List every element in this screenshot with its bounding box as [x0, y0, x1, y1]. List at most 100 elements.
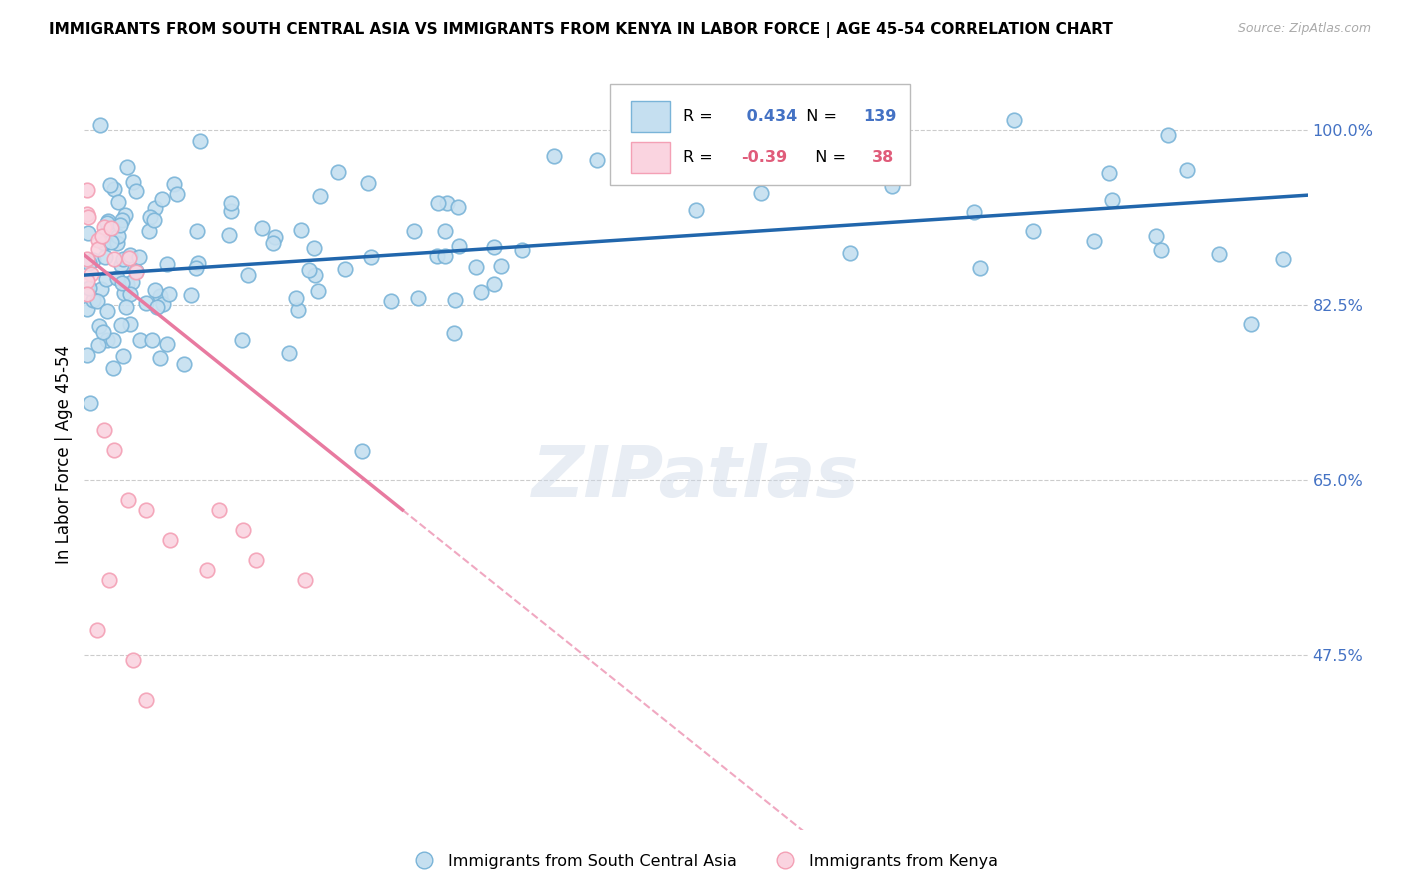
Point [308, 189, 330, 203]
Point [97, 214, 120, 228]
Point [100, 221, 122, 235]
Point [110, 258, 132, 272]
Point [231, 333, 253, 347]
Point [93, 326, 115, 340]
Point [118, 286, 141, 301]
Point [125, 263, 148, 277]
Y-axis label: In Labor Force | Age 45-54: In Labor Force | Age 45-54 [55, 345, 73, 565]
Point [110, 318, 132, 333]
Point [93, 236, 115, 251]
Point [326, 165, 349, 179]
Point [586, 153, 609, 167]
Point [157, 286, 180, 301]
Text: N =: N = [804, 150, 851, 165]
Point [402, 224, 425, 238]
Point [108, 219, 131, 233]
Point [93, 423, 115, 437]
Point [290, 223, 312, 237]
Point [221, 203, 243, 218]
Point [135, 296, 157, 310]
Point [218, 227, 240, 242]
Point [117, 492, 139, 507]
Point [115, 277, 138, 291]
Point [284, 291, 307, 305]
Point [180, 288, 202, 302]
Point [173, 357, 195, 371]
Point [1083, 234, 1105, 248]
Text: R =: R = [682, 109, 717, 124]
Point [105, 271, 128, 285]
Point [117, 251, 139, 265]
Point [465, 260, 488, 275]
Point [1239, 317, 1261, 331]
Point [111, 349, 134, 363]
Point [1101, 193, 1123, 207]
Point [245, 553, 267, 567]
Point [121, 275, 143, 289]
Point [141, 333, 163, 347]
Point [880, 178, 903, 193]
Point [103, 252, 125, 267]
Point [143, 283, 166, 297]
Text: IMMIGRANTS FROM SOUTH CENTRAL ASIA VS IMMIGRANTS FROM KENYA IN LABOR FORCE | AGE: IMMIGRANTS FROM SOUTH CENTRAL ASIA VS IM… [49, 22, 1114, 38]
Point [103, 442, 125, 457]
Point [76, 226, 98, 240]
Point [250, 221, 273, 235]
Point [115, 161, 138, 175]
Point [122, 653, 145, 667]
Point [114, 300, 136, 314]
Point [107, 228, 129, 243]
Point [103, 182, 125, 196]
Point [93, 219, 115, 234]
Point [152, 296, 174, 310]
Point [1175, 163, 1198, 178]
Point [1208, 246, 1230, 260]
Point [87, 233, 110, 247]
Point [1002, 113, 1025, 128]
Point [434, 223, 457, 237]
Point [82, 293, 104, 308]
Point [831, 113, 853, 128]
Point [143, 201, 166, 215]
Point [298, 263, 321, 277]
Point [166, 187, 188, 202]
Point [186, 224, 208, 238]
Text: 139: 139 [863, 109, 897, 124]
Point [219, 196, 242, 211]
Point [86, 623, 108, 637]
Point [1022, 224, 1045, 238]
Point [510, 243, 533, 257]
Point [208, 503, 231, 517]
Point [105, 235, 128, 250]
Point [470, 285, 492, 299]
Point [749, 186, 772, 201]
Point [118, 248, 141, 262]
Point [963, 205, 986, 219]
Point [77, 280, 100, 294]
Text: 0.434: 0.434 [741, 109, 797, 124]
Point [107, 195, 129, 210]
Point [101, 333, 124, 347]
Text: -0.39: -0.39 [741, 150, 787, 165]
Point [149, 351, 172, 365]
Point [76, 274, 98, 288]
Text: ZIPatlas: ZIPatlas [533, 443, 859, 512]
Point [129, 333, 152, 347]
Point [1098, 166, 1121, 180]
Point [856, 153, 879, 168]
Point [350, 443, 373, 458]
Point [100, 235, 122, 249]
Point [447, 239, 470, 253]
Point [111, 276, 134, 290]
Point [839, 245, 862, 260]
Point [443, 293, 465, 308]
Point [278, 346, 301, 360]
Point [1150, 243, 1173, 257]
Point [91, 229, 114, 244]
Point [79, 396, 101, 410]
Text: N =: N = [796, 109, 842, 124]
Point [163, 178, 186, 192]
Point [636, 153, 658, 168]
Point [114, 208, 136, 222]
Point [135, 503, 157, 517]
